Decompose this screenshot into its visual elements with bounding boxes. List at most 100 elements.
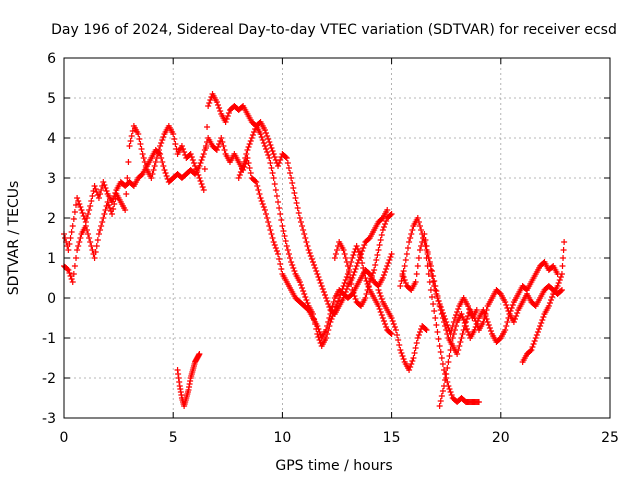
data-point: [471, 327, 478, 333]
data-point: [447, 347, 454, 353]
data-point: [214, 144, 221, 150]
data-point: [448, 392, 455, 398]
data-point: [364, 287, 371, 293]
data-point: [416, 247, 423, 253]
data-point: [323, 335, 330, 341]
data-point: [444, 322, 451, 328]
data-point: [504, 319, 511, 325]
data-point: [418, 243, 425, 249]
data-point: [245, 160, 252, 166]
data-point: [238, 166, 245, 172]
data-point: [276, 205, 283, 211]
data-point: [196, 175, 203, 181]
data-point: [387, 212, 394, 218]
x-axis-label: GPS time / hours: [275, 458, 392, 474]
data-point: [79, 210, 86, 216]
data-point: [137, 141, 144, 147]
data-point: [505, 315, 512, 321]
data-point: [321, 292, 328, 298]
data-point: [363, 291, 370, 297]
data-point: [466, 306, 473, 312]
data-point: [536, 326, 543, 332]
series-track-i: [174, 351, 203, 409]
data-point: [319, 286, 326, 292]
data-point: [442, 316, 449, 322]
data-point: [508, 305, 515, 311]
series-track-k: [399, 231, 480, 337]
series-track-d: [375, 287, 430, 373]
data-point: [76, 201, 83, 207]
data-point: [533, 332, 540, 338]
data-point: [414, 263, 421, 269]
data-point: [351, 269, 358, 275]
axis-ticks: [63, 57, 611, 419]
data-point: [434, 329, 441, 335]
data-point: [384, 263, 391, 269]
data-point: [412, 345, 419, 351]
y-axis-label: SDTVAR / TECUs: [6, 181, 22, 296]
data-point: [241, 159, 248, 165]
data-point: [439, 361, 446, 367]
data-point: [273, 193, 280, 199]
data-point: [236, 172, 243, 178]
data-point: [189, 157, 196, 163]
series-track-b: [61, 91, 395, 349]
data-point: [296, 215, 303, 221]
data-point: [502, 327, 509, 333]
data-point: [558, 287, 565, 293]
data-point: [216, 105, 223, 111]
data-point: [346, 269, 353, 275]
data-point: [89, 247, 96, 253]
y-tick-label: -2: [42, 371, 56, 387]
y-tick-label: 4: [47, 131, 56, 147]
data-point: [329, 303, 336, 309]
series-track-c: [235, 119, 391, 317]
data-point: [455, 306, 462, 312]
data-point: [181, 149, 188, 155]
data-point: [554, 283, 561, 289]
data-point: [282, 238, 289, 244]
data-point: [463, 316, 470, 322]
data-point: [83, 215, 90, 221]
data-point: [317, 280, 324, 286]
data-point: [436, 343, 443, 349]
data-point: [220, 143, 227, 149]
data-point: [415, 255, 422, 261]
data-point: [324, 298, 331, 304]
series-track-j: [331, 211, 395, 309]
data-point: [187, 151, 194, 157]
data-point: [557, 288, 564, 294]
data-point: [97, 227, 104, 233]
data-point: [247, 170, 254, 176]
data-point: [285, 165, 292, 171]
data-point: [449, 323, 456, 329]
data-point: [200, 151, 207, 157]
data-point: [292, 195, 299, 201]
data-point: [422, 237, 429, 243]
data-point: [421, 231, 428, 237]
data-point: [388, 211, 395, 217]
data-point: [194, 169, 201, 175]
data-point: [160, 134, 167, 140]
x-tick-label: 15: [383, 430, 401, 446]
data-point: [205, 103, 212, 109]
data-point: [359, 248, 366, 254]
data-point: [447, 389, 454, 395]
data-point: [410, 355, 417, 361]
data-point: [451, 315, 458, 321]
data-point: [301, 291, 308, 297]
data-point: [384, 207, 391, 213]
data-point: [370, 270, 377, 276]
data-point: [454, 351, 461, 357]
data-point: [237, 169, 244, 175]
data-point: [82, 223, 89, 229]
data-point: [423, 243, 430, 249]
data-point: [424, 249, 431, 255]
data-point: [383, 266, 390, 272]
data-point: [311, 316, 318, 322]
data-point: [102, 207, 109, 213]
data-point: [308, 256, 315, 262]
data-point: [429, 273, 436, 279]
data-point: [284, 160, 291, 166]
data-point: [530, 341, 537, 347]
